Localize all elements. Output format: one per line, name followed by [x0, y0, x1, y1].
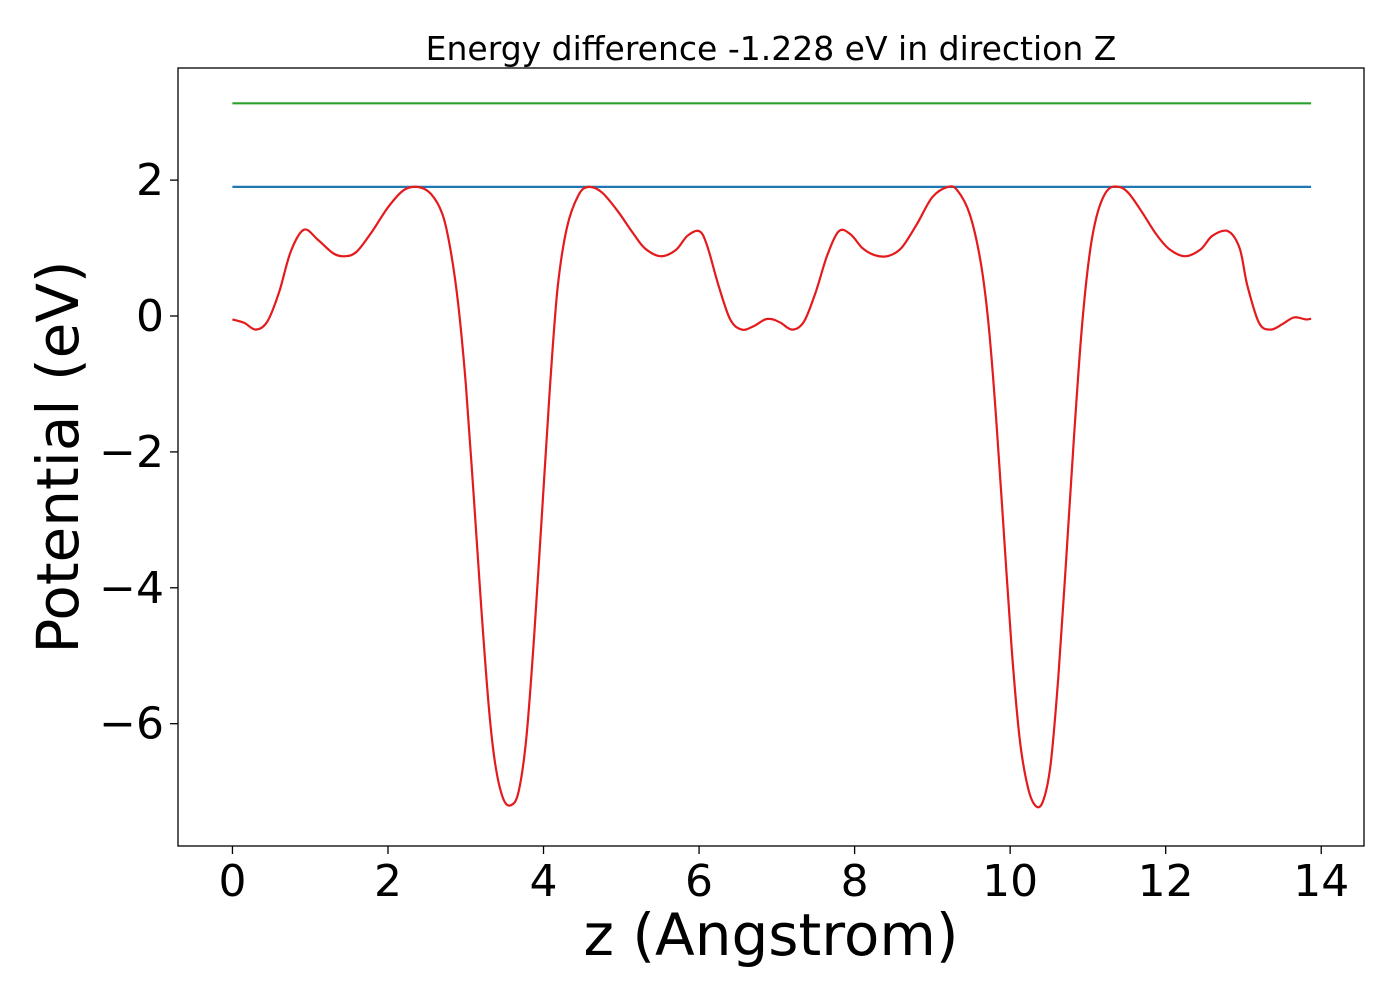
y-tick-label: 0 — [136, 291, 164, 342]
x-tick-label: 0 — [218, 856, 246, 907]
chart-title: Energy difference -1.228 eV in direction… — [426, 29, 1117, 68]
x-tick-label: 6 — [685, 856, 713, 907]
x-tick-label: 14 — [1293, 856, 1349, 907]
x-tick-label: 12 — [1138, 856, 1194, 907]
y-tick-label: −4 — [99, 563, 164, 614]
y-tick-label: −2 — [99, 427, 164, 478]
series-layer — [232, 102, 1312, 809]
y-axis-label: Potential (eV) — [24, 260, 92, 653]
y-ticks: 2 0 −2 −4 −6 — [99, 155, 178, 750]
y-tick-label: −6 — [99, 699, 164, 750]
plot-frame — [177, 67, 1365, 847]
x-ticks: 0 2 4 6 8 10 12 14 — [218, 846, 1349, 907]
x-tick-label: 8 — [841, 856, 869, 907]
x-tick-label: 2 — [374, 856, 402, 907]
series-line-2 — [232, 185, 1312, 809]
y-tick-label: 2 — [136, 155, 164, 206]
x-tick-label: 10 — [982, 856, 1038, 907]
x-tick-label: 4 — [530, 856, 558, 907]
x-axis-label: z (Angstrom) — [584, 901, 959, 969]
